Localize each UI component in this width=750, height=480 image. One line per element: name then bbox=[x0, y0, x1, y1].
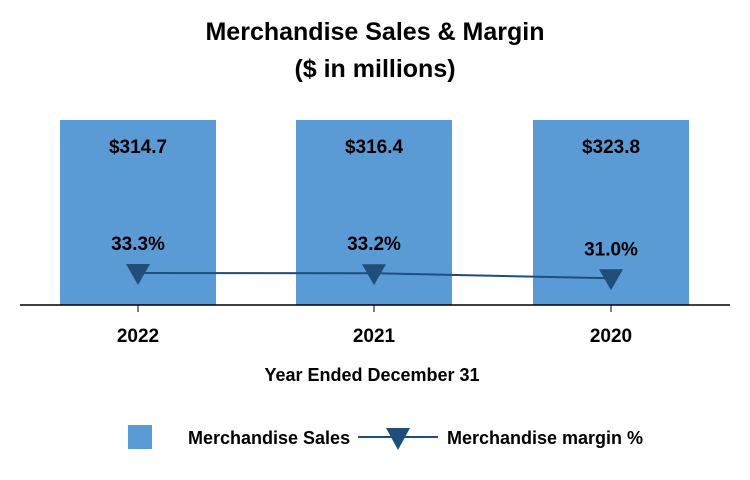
margin-marker-2020 bbox=[599, 269, 623, 291]
legend: Merchandise Sales Merchandise margin % bbox=[128, 425, 643, 450]
bar-value-label-2021: $316.4 bbox=[345, 137, 404, 158]
bar-value-label-2022: $314.7 bbox=[109, 137, 167, 158]
legend-swatch-merchandise-sales bbox=[128, 425, 152, 449]
margin-marker-2021 bbox=[362, 264, 386, 286]
x-axis-label: Year Ended December 31 bbox=[264, 365, 479, 385]
legend-marker-merchandise-margin bbox=[386, 428, 410, 450]
chart-title: Merchandise Sales & Margin bbox=[205, 18, 544, 46]
margin-label-2022: 33.3% bbox=[111, 234, 165, 255]
bar-value-label-2020: $323.8 bbox=[582, 137, 640, 158]
chart-subtitle: ($ in millions) bbox=[294, 55, 455, 83]
margin-label-2020: 31.0% bbox=[584, 239, 638, 260]
x-tick-label-2022: 2022 bbox=[117, 326, 159, 347]
legend-label-merchandise-sales: Merchandise Sales bbox=[188, 428, 350, 448]
legend-label-merchandise-margin: Merchandise margin % bbox=[447, 428, 643, 448]
margin-label-2021: 33.2% bbox=[347, 234, 401, 255]
x-tick-label-2020: 2020 bbox=[590, 326, 632, 347]
x-tick-label-2021: 2021 bbox=[353, 326, 396, 347]
margin-marker-2022 bbox=[126, 264, 150, 285]
